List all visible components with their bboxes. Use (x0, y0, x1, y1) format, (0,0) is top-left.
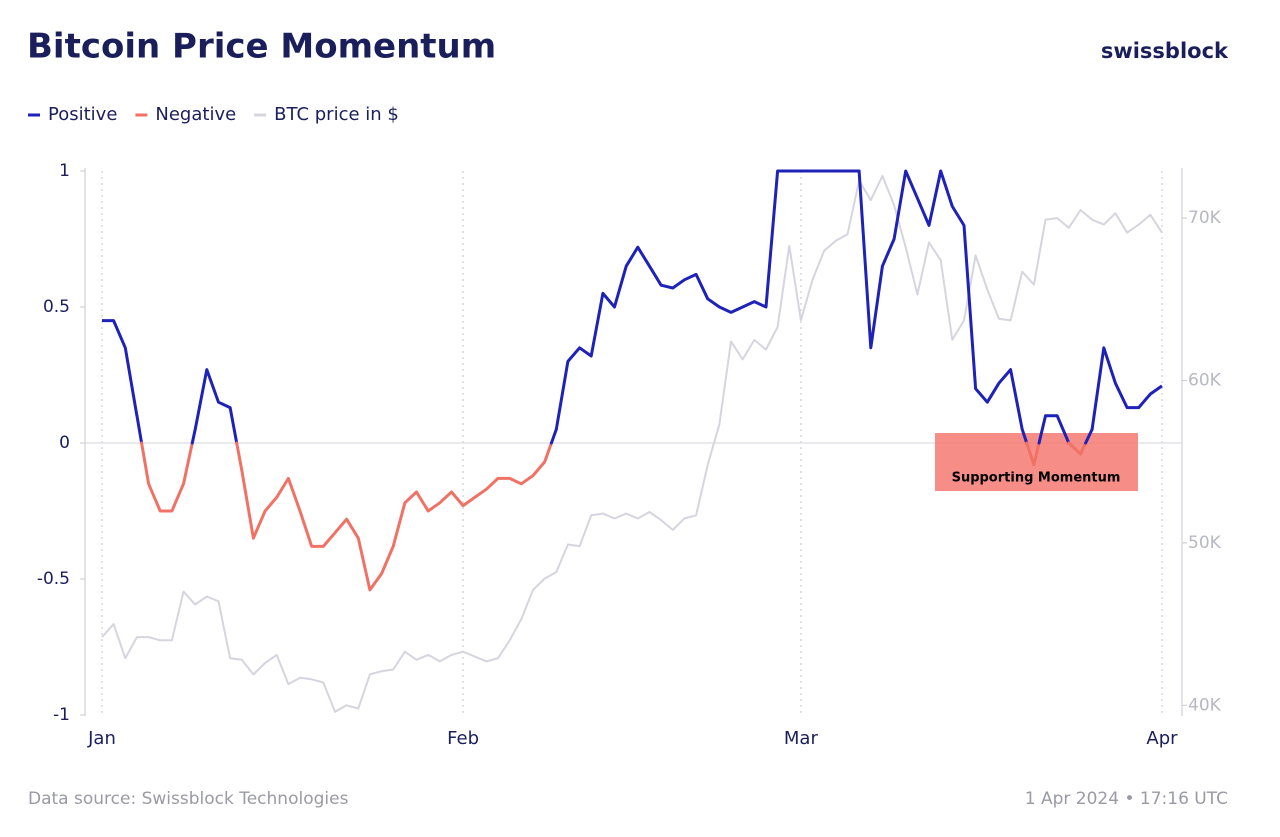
x-tick-label: Apr (1146, 728, 1178, 749)
crossing (235, 441, 244, 472)
momentum-line (102, 169, 1163, 444)
timestamp: 1 Apr 2024 • 17:16 UTC (1025, 789, 1228, 809)
crossing (543, 441, 553, 464)
y-tick-label: 0 (59, 433, 70, 453)
crossing (1078, 441, 1088, 456)
crossing (1084, 427, 1094, 445)
annotation-box (935, 433, 1138, 491)
crossing (190, 427, 197, 445)
x-tick-label: Mar (784, 728, 819, 749)
x-tick-label: Feb (447, 728, 479, 749)
brand: swissblock (1101, 39, 1229, 63)
crossing (1037, 414, 1048, 445)
crossing (1067, 441, 1082, 456)
crossing (1032, 441, 1041, 467)
crossing (549, 427, 558, 445)
legend-label: Positive (48, 104, 117, 125)
y-tick-label: 1 (59, 161, 70, 181)
y2-tick-label: 40K (1188, 695, 1222, 715)
crossing (1020, 427, 1029, 445)
crossing (182, 441, 194, 486)
crossing (135, 414, 144, 445)
annotation: Supporting Momentum (952, 471, 1121, 486)
price-line (101, 174, 1163, 713)
y-tick-label: 0.5 (43, 297, 70, 317)
legend-label: Negative (155, 104, 236, 125)
y2-tick-label: 60K (1188, 370, 1222, 390)
y-tick-label: -1 (53, 705, 70, 725)
y2-tick-label: 70K (1188, 208, 1222, 228)
y-tick-label: -0.5 (37, 569, 70, 589)
chart-title: Bitcoin Price Momentum (27, 27, 496, 67)
crossing (140, 441, 151, 486)
crossing (1025, 441, 1036, 467)
crossing (228, 406, 239, 445)
y2-tick-label: 50K (1188, 533, 1222, 553)
source: Data source: Swissblock Technologies (28, 789, 349, 809)
x-tick-label: Jan (87, 728, 116, 749)
legend-label: BTC price in $ (274, 104, 399, 125)
